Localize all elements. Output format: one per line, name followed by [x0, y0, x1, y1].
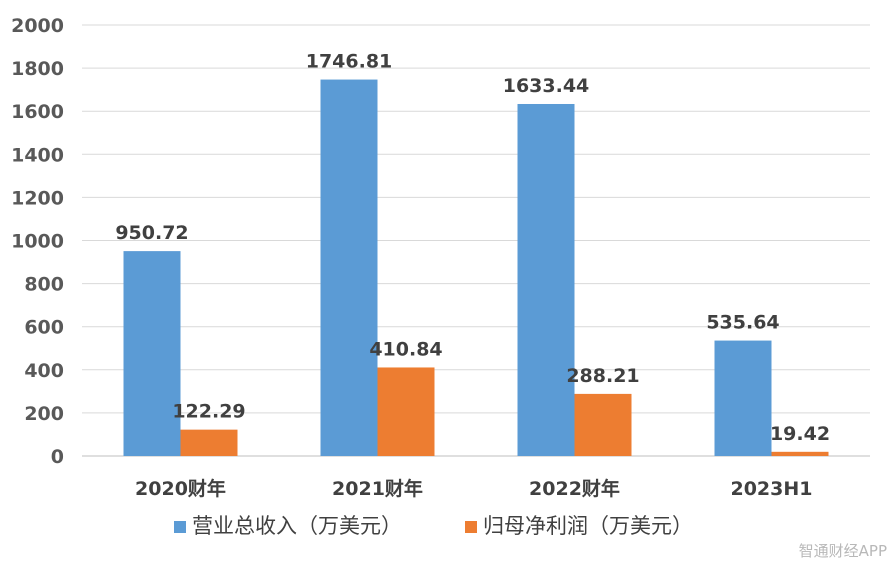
y-tick-label: 2000 [11, 15, 64, 37]
legend-label: 归母净利润（万美元） [483, 514, 693, 538]
bar [714, 340, 772, 456]
x-tick-label: 2021财年 [332, 477, 423, 500]
y-axis-ticks: 0 200 400 600 800 1000 1200 1400 1600 1800 2000 [11, 15, 64, 468]
y-tick-label: 200 [24, 403, 64, 425]
gridlines [82, 24, 870, 457]
x-tick-label: 2023H1 [730, 478, 812, 500]
y-tick-label: 1200 [11, 187, 64, 209]
watermark: 智通财经APP [799, 542, 887, 560]
data-label: 410.84 [369, 338, 442, 360]
legend-label: 营业总收入（万美元） [192, 514, 402, 538]
y-tick-label: 1800 [11, 58, 64, 80]
y-tick-label: 800 [24, 274, 64, 296]
legend-swatch [174, 521, 186, 533]
y-tick-label: 1600 [11, 101, 64, 123]
x-tick-label: 2022财年 [529, 477, 620, 500]
bar [771, 451, 829, 456]
data-label: 1633.44 [503, 75, 590, 97]
data-label: 122.29 [172, 401, 245, 423]
bar [574, 393, 632, 456]
data-label: 1746.81 [306, 51, 393, 73]
bar [320, 79, 378, 457]
data-labels: 950.72 122.29 1746.81 410.84 1633.44 288.21 53… [115, 51, 830, 445]
data-label: 288.21 [566, 365, 639, 387]
bar [123, 251, 181, 456]
y-tick-label: 0 [51, 446, 64, 468]
y-tick-label: 600 [24, 317, 64, 339]
data-label: 19.42 [770, 423, 830, 445]
bars [123, 79, 829, 457]
y-tick-label: 1000 [11, 231, 64, 253]
bar [377, 367, 435, 456]
bar [517, 103, 575, 456]
y-tick-label: 400 [24, 360, 64, 382]
legend: 营业总收入（万美元） 归母净利润（万美元） [174, 514, 693, 538]
bar [180, 429, 238, 456]
x-tick-label: 2020财年 [135, 477, 226, 500]
data-label: 950.72 [115, 222, 188, 244]
legend-swatch [465, 521, 477, 533]
y-tick-label: 1400 [11, 144, 64, 166]
x-axis-ticks: 2020财年 2021财年 2022财年 2023H1 [135, 477, 812, 500]
data-label: 535.64 [706, 312, 779, 334]
